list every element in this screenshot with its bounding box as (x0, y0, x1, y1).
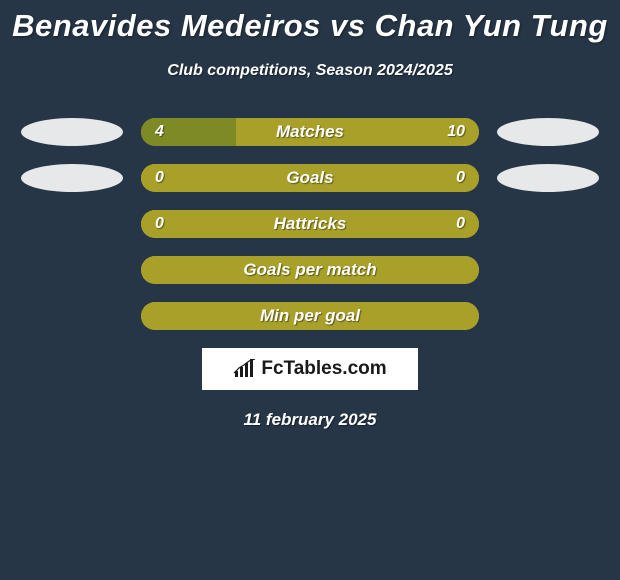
stat-right-value: 0 (456, 210, 465, 238)
page-subtitle: Club competitions, Season 2024/2025 (0, 62, 620, 80)
stat-row: 0Goals0 (0, 164, 620, 192)
stats-rows: 4Matches100Goals00Hattricks0Goals per ma… (0, 118, 620, 330)
avatar-spacer (497, 256, 599, 284)
stat-label: Matches (141, 118, 479, 146)
avatar-spacer (21, 302, 123, 330)
stat-label: Goals per match (141, 256, 479, 284)
stat-label: Goals (141, 164, 479, 192)
page-title: Benavides Medeiros vs Chan Yun Tung (0, 8, 620, 44)
avatar-spacer (21, 256, 123, 284)
player-right-avatar (497, 118, 599, 146)
brand-badge: FcTables.com (202, 348, 418, 390)
player-left-avatar (21, 118, 123, 146)
chart-icon (233, 359, 257, 379)
player-right-avatar (497, 164, 599, 192)
stat-label: Hattricks (141, 210, 479, 238)
stat-row: 0Hattricks0 (0, 210, 620, 238)
player-left-avatar (21, 164, 123, 192)
brand-text: FcTables.com (261, 358, 386, 380)
date-text: 11 february 2025 (0, 410, 620, 430)
comparison-widget: Benavides Medeiros vs Chan Yun Tung Club… (0, 0, 620, 430)
stat-bar: 0Hattricks0 (141, 210, 479, 238)
stat-right-value: 10 (447, 118, 465, 146)
stat-bar: Goals per match (141, 256, 479, 284)
stat-row: Min per goal (0, 302, 620, 330)
stat-right-value: 0 (456, 164, 465, 192)
stat-row: Goals per match (0, 256, 620, 284)
avatar-spacer (497, 210, 599, 238)
stat-label: Min per goal (141, 302, 479, 330)
stat-bar: 0Goals0 (141, 164, 479, 192)
stat-bar: Min per goal (141, 302, 479, 330)
stat-row: 4Matches10 (0, 118, 620, 146)
avatar-spacer (497, 302, 599, 330)
avatar-spacer (21, 210, 123, 238)
stat-bar: 4Matches10 (141, 118, 479, 146)
